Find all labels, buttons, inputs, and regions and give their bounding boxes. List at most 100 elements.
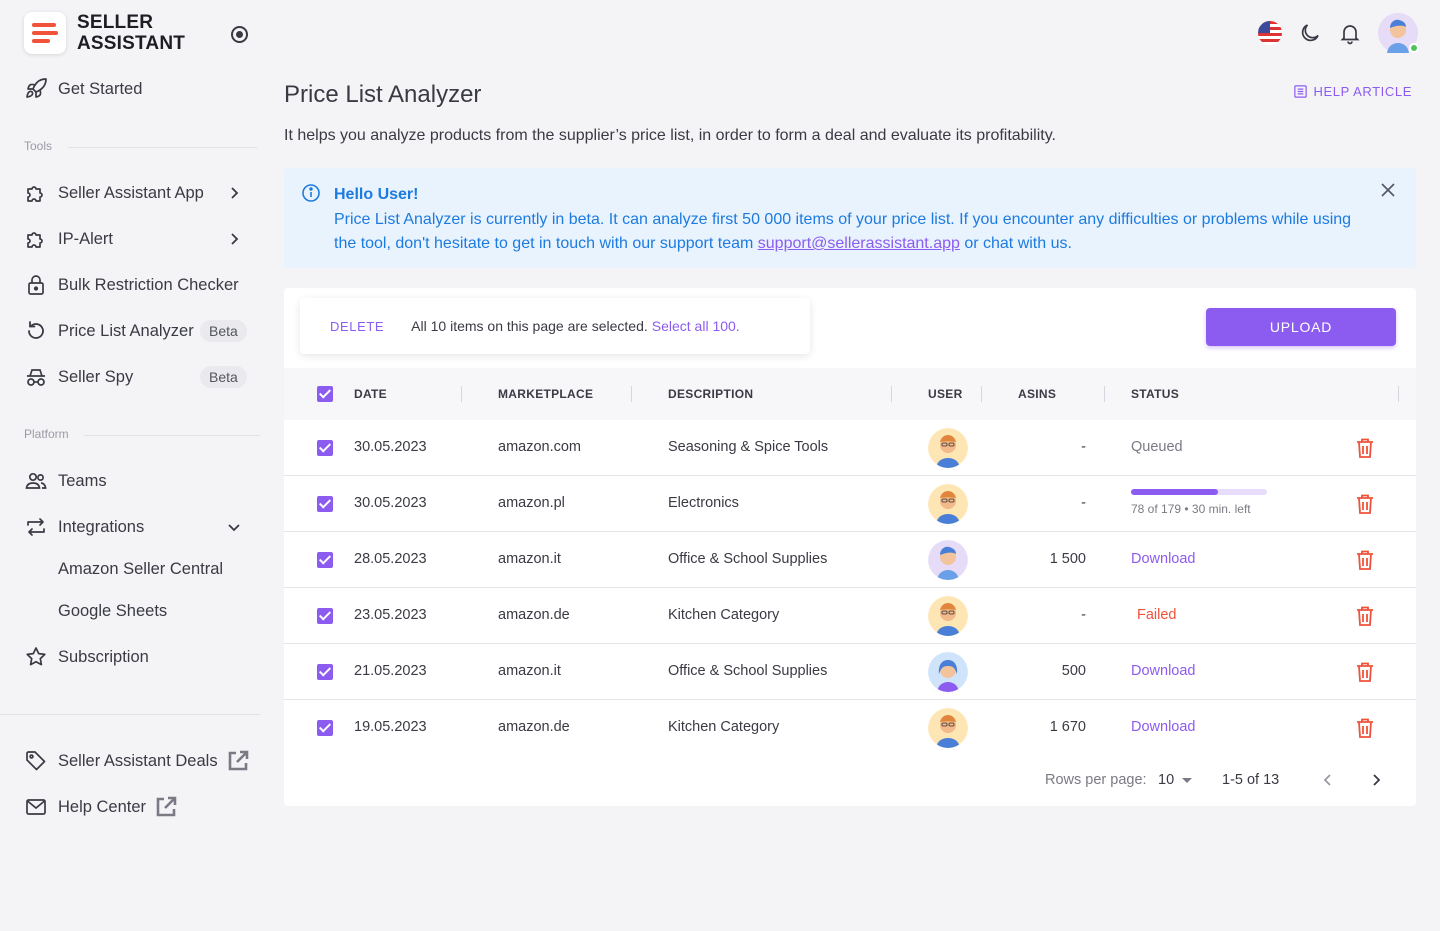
select-all-link[interactable]: Select all 100. [651, 318, 740, 334]
column-separator [631, 386, 632, 402]
sidebar-item-subscription[interactable]: Subscription [24, 643, 149, 671]
row-checkbox[interactable] [317, 496, 333, 512]
column-separator [891, 386, 892, 402]
row-marketplace: amazon.pl [498, 495, 565, 511]
avatar-person-icon [928, 484, 968, 524]
sidebar-item-label: Get Started [58, 79, 143, 98]
table-row[interactable]: 19.05.2023 amazon.de Kitchen Category 1 … [284, 700, 1416, 756]
table-header: DATE MARKETPLACE DESCRIPTION USER ASINS … [284, 368, 1416, 420]
user-avatar [928, 484, 968, 524]
us-flag-icon[interactable] [1258, 21, 1282, 45]
header-date[interactable]: DATE [354, 387, 387, 401]
row-date: 19.05.2023 [354, 719, 427, 735]
row-checkbox[interactable] [317, 720, 333, 736]
sidebar-item-get-started[interactable]: Get Started [24, 75, 142, 103]
table-row[interactable]: 21.05.2023 amazon.it Office & School Sup… [284, 644, 1416, 700]
delete-button[interactable]: DELETE [330, 318, 385, 334]
sidebar-subitem-google-sheets[interactable]: Google Sheets [58, 602, 168, 620]
chevron-left-icon[interactable] [1320, 772, 1336, 788]
sidebar-item-teams[interactable]: Teams [24, 467, 107, 495]
trash-icon[interactable] [1356, 438, 1374, 458]
trash-icon[interactable] [1356, 550, 1374, 570]
row-description: Office & School Supplies [668, 663, 828, 679]
row-description: Kitchen Category [668, 719, 780, 735]
trash-icon[interactable] [1356, 606, 1374, 626]
table-row[interactable]: 30.05.2023 amazon.pl Electronics - 78 of… [284, 476, 1416, 532]
sidebar-item-help-center[interactable]: Help Center [24, 793, 188, 821]
alert-body: Price List Analyzer is currently in beta… [334, 208, 1374, 256]
table-row[interactable]: 28.05.2023 amazon.it Office & School Sup… [284, 532, 1416, 588]
divider [0, 714, 260, 715]
lock-icon [28, 275, 44, 295]
user-avatar [928, 428, 968, 468]
sidebar-item-seller-assistant-app[interactable]: Seller Assistant App [24, 179, 239, 207]
rows-per-page-value: 10 [1158, 772, 1175, 788]
sidebar-item-bulk-restriction-checker[interactable]: Bulk Restriction Checker [24, 271, 239, 299]
sidebar-toggle-icon[interactable] [231, 26, 248, 43]
select-all-checkbox[interactable] [317, 386, 333, 402]
user-avatar [928, 652, 968, 692]
download-link[interactable]: Download [1131, 551, 1196, 567]
header-description[interactable]: DESCRIPTION [668, 387, 754, 401]
row-marketplace: amazon.it [498, 663, 561, 679]
moon-icon[interactable] [1298, 21, 1322, 45]
row-checkbox[interactable] [317, 552, 333, 568]
upload-button[interactable]: UPLOAD [1206, 308, 1396, 346]
support-email-link[interactable]: support@sellerassistant.app [757, 235, 960, 252]
sidebar-item-label: Teams [58, 471, 107, 490]
user-avatar [928, 540, 968, 580]
row-date: 21.05.2023 [354, 663, 427, 679]
row-asins: 1 670 [1049, 719, 1086, 735]
info-icon [302, 184, 320, 202]
avatar-person-icon [928, 652, 968, 692]
avatar-person-icon [928, 540, 968, 580]
download-link[interactable]: Download [1131, 719, 1196, 735]
chevron-down-icon [228, 524, 240, 532]
table-row[interactable]: 30.05.2023 amazon.com Seasoning & Spice … [284, 420, 1416, 476]
row-marketplace: amazon.de [498, 607, 570, 623]
brand-line2: ASSISTANT [77, 33, 186, 54]
row-status: Queued [1131, 439, 1183, 455]
row-date: 28.05.2023 [354, 551, 427, 567]
bell-icon[interactable] [1338, 21, 1362, 45]
sidebar-subitem-amazon-seller-central[interactable]: Amazon Seller Central [58, 560, 224, 578]
chevron-right-icon[interactable] [1368, 772, 1384, 788]
table-row[interactable]: 23.05.2023 amazon.de Kitchen Category - … [284, 588, 1416, 644]
star-icon [26, 647, 46, 666]
sidebar-item-label: Bulk Restriction Checker [58, 275, 239, 294]
header-asins[interactable]: ASINS [1018, 387, 1057, 401]
sidebar-item-price-list-analyzer[interactable]: Price List Analyzer [24, 317, 194, 345]
beta-info-alert: Hello User! Price List Analyzer is curre… [284, 168, 1416, 268]
sidebar-item-integrations[interactable]: Integrations [24, 513, 240, 541]
puzzle-icon [27, 232, 43, 248]
processing-progress-bar [1131, 489, 1267, 495]
row-date: 23.05.2023 [354, 607, 427, 623]
help-article-link[interactable]: HELP ARTICLE [1293, 84, 1413, 99]
rows-per-page-select[interactable]: 10 [1158, 772, 1193, 788]
row-checkbox[interactable] [317, 608, 333, 624]
trash-icon[interactable] [1356, 718, 1374, 738]
sidebar-item-label: Seller Assistant Deals [58, 751, 218, 770]
document-icon [1293, 85, 1307, 98]
row-checkbox[interactable] [317, 440, 333, 456]
column-separator [981, 386, 982, 402]
header-user[interactable]: USER [928, 387, 963, 401]
header-marketplace[interactable]: MARKETPLACE [498, 387, 594, 401]
sidebar-item-seller-spy[interactable]: Seller Spy [24, 363, 133, 391]
row-checkbox[interactable] [317, 664, 333, 680]
header-status[interactable]: STATUS [1131, 387, 1180, 401]
sidebar-item-ip-alert[interactable]: IP-Alert [24, 225, 239, 253]
user-avatar[interactable] [1378, 13, 1419, 53]
avatar-person-icon [928, 428, 968, 468]
brand-line1: SELLER [77, 12, 154, 33]
brand[interactable]: SELLER ASSISTANT [24, 12, 185, 54]
row-marketplace: amazon.de [498, 719, 570, 735]
trash-icon[interactable] [1356, 494, 1374, 514]
trash-icon[interactable] [1356, 662, 1374, 682]
close-icon[interactable] [1380, 182, 1396, 198]
sidebar-item-seller-assistant-deals[interactable]: Seller Assistant Deals [24, 747, 260, 775]
divider [84, 435, 260, 436]
help-article-label: HELP ARTICLE [1313, 84, 1412, 99]
download-link[interactable]: Download [1131, 663, 1196, 679]
mail-icon [26, 799, 46, 815]
